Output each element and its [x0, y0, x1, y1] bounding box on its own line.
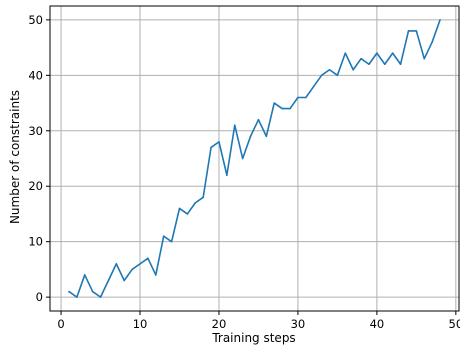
grid-lines [50, 6, 459, 311]
data-point-31 [312, 85, 315, 88]
data-point-19 [218, 141, 220, 143]
data-point-47 [439, 19, 441, 21]
data-point-26 [273, 102, 276, 104]
data-point-43 [407, 30, 410, 32]
data-point-16 [194, 202, 197, 204]
data-point-13 [170, 240, 173, 243]
data-point-44 [415, 30, 418, 32]
data-point-14 [178, 207, 181, 210]
y-tick-label-0: 0 [36, 290, 43, 304]
data-point-38 [368, 63, 370, 66]
x-tick-label-5: 50 [449, 317, 460, 331]
series-line [68, 19, 441, 298]
x-axis-label: Training steps [211, 331, 295, 345]
data-point-34 [336, 74, 339, 77]
data-point-1 [76, 296, 78, 298]
data-point-45 [423, 57, 426, 60]
data-point-4 [99, 296, 102, 298]
data-point-15 [186, 213, 189, 215]
data-point-37 [360, 57, 362, 60]
data-point-12 [162, 235, 165, 237]
y-tick-label-5: 50 [28, 13, 43, 27]
data-point-3 [91, 290, 94, 293]
data-point-46 [431, 41, 433, 43]
plot-frame [49, 5, 460, 312]
data-point-17 [202, 196, 204, 199]
data-point-8 [131, 268, 133, 271]
data-point-36 [352, 68, 354, 71]
data-point-29 [297, 96, 299, 99]
y-tick-label-4: 40 [28, 68, 43, 82]
data-point-25 [265, 135, 268, 138]
data-point-5 [107, 279, 110, 282]
y-tick-label-3: 30 [28, 124, 43, 138]
x-tick-label-3: 30 [291, 317, 306, 331]
data-point-11 [155, 274, 157, 276]
data-point-30 [305, 96, 307, 99]
data-point-24 [257, 118, 260, 121]
data-point-27 [281, 107, 283, 110]
data-point-0 [68, 290, 70, 293]
data-point-42 [399, 63, 402, 66]
data-point-28 [289, 107, 291, 110]
data-point-33 [328, 68, 331, 71]
x-tick-label-4: 40 [370, 317, 385, 331]
y-tick-label-2: 20 [28, 179, 43, 193]
data-point-21 [233, 124, 236, 127]
data-point-6 [115, 263, 118, 265]
data-point-39 [376, 52, 378, 54]
data-point-7 [123, 279, 126, 282]
data-point-22 [241, 157, 244, 160]
data-point-23 [249, 135, 252, 138]
data-point-35 [344, 52, 347, 54]
x-tick-label-1: 10 [133, 317, 148, 331]
data-point-20 [226, 174, 228, 176]
x-tick-label-2: 20 [212, 317, 227, 331]
data-point-18 [210, 146, 212, 149]
data-point-10 [147, 257, 149, 260]
data-point-9 [139, 263, 141, 265]
data-point-41 [391, 52, 394, 54]
data-point-2 [83, 274, 86, 276]
series-layer [68, 19, 441, 298]
data-point-32 [320, 74, 323, 77]
x-tick-label-0: 0 [57, 317, 64, 331]
y-tick-label-1: 10 [28, 235, 43, 249]
y-axis-label: Number of constraints [8, 90, 22, 224]
data-point-40 [383, 63, 386, 66]
axes-layer: 0 10 20 30 40 50 0 10 20 30 40 50 [28, 5, 460, 331]
